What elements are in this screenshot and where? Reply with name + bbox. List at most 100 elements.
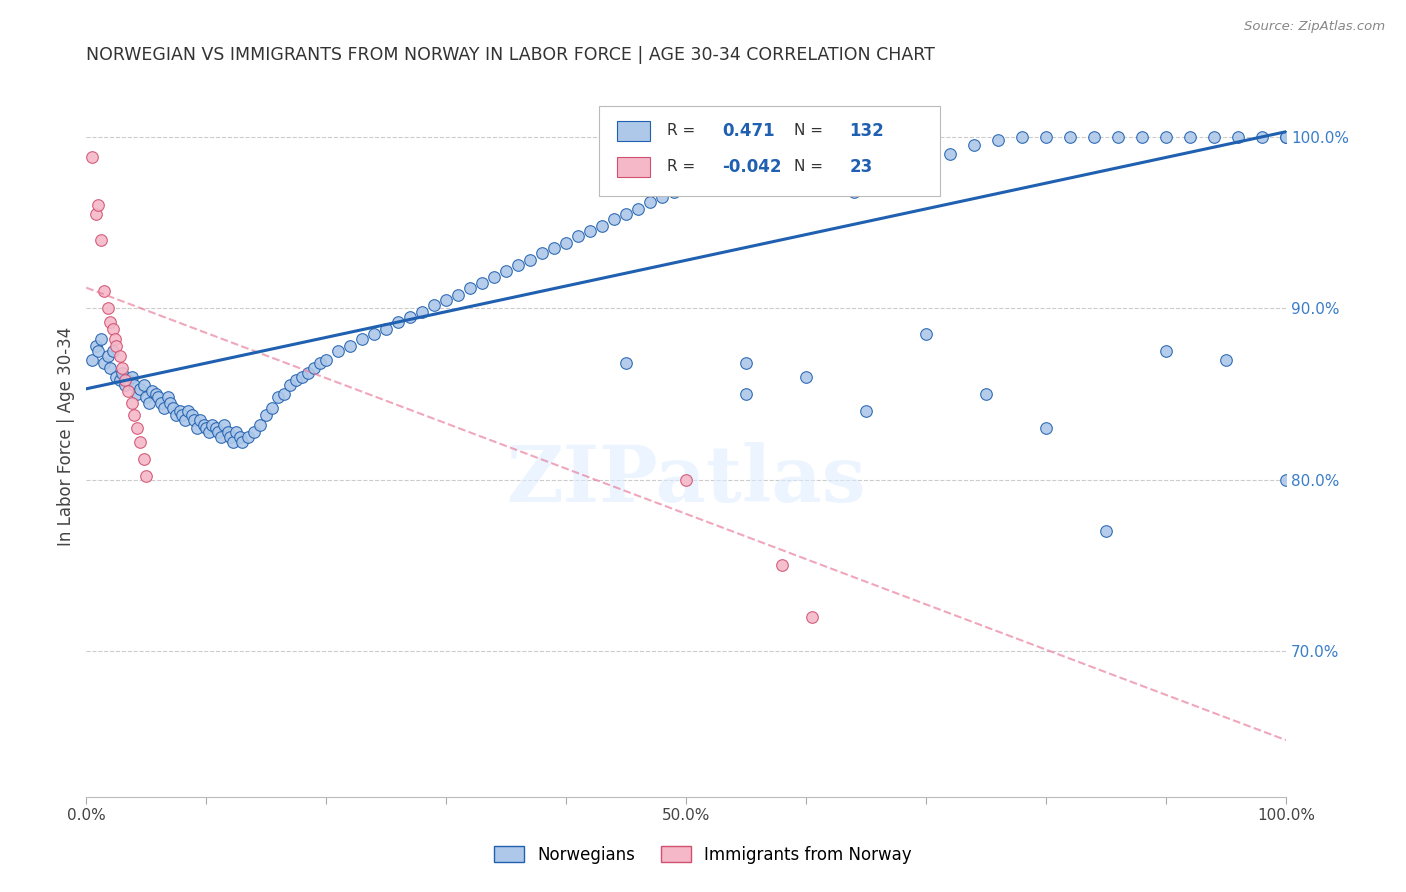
Point xyxy=(108,349,131,363)
Point xyxy=(699,168,721,182)
Point xyxy=(90,233,112,247)
Point xyxy=(794,138,817,153)
Point xyxy=(614,356,637,370)
Point xyxy=(519,253,541,268)
Point xyxy=(273,387,295,401)
FancyBboxPatch shape xyxy=(599,105,941,195)
Text: N =: N = xyxy=(794,160,823,174)
Point xyxy=(434,293,457,307)
Point xyxy=(423,298,446,312)
Point xyxy=(278,378,301,392)
Text: 23: 23 xyxy=(849,158,873,176)
Point xyxy=(111,367,134,381)
Point xyxy=(183,412,205,426)
Point xyxy=(1011,129,1033,144)
Point xyxy=(363,326,385,341)
Point xyxy=(209,430,232,444)
Point xyxy=(387,315,409,329)
Point xyxy=(801,609,824,624)
Point xyxy=(447,287,470,301)
Point xyxy=(579,224,602,238)
Point xyxy=(229,430,252,444)
Point xyxy=(111,361,134,376)
Point xyxy=(172,408,194,422)
Point xyxy=(243,425,266,439)
Point xyxy=(974,387,997,401)
Point xyxy=(627,202,650,216)
Point xyxy=(1154,129,1177,144)
Point xyxy=(309,356,332,370)
Point xyxy=(315,352,337,367)
Point xyxy=(97,301,120,316)
Point xyxy=(153,401,176,415)
Point xyxy=(267,390,290,404)
Point xyxy=(132,378,155,392)
Point xyxy=(201,417,224,432)
Point xyxy=(221,434,243,449)
Text: Source: ZipAtlas.com: Source: ZipAtlas.com xyxy=(1244,20,1385,33)
Point xyxy=(105,339,128,353)
Point xyxy=(207,425,229,439)
Text: R =: R = xyxy=(666,123,695,138)
Point xyxy=(87,344,110,359)
Point xyxy=(193,417,215,432)
Point xyxy=(495,263,517,277)
Point xyxy=(254,408,277,422)
FancyBboxPatch shape xyxy=(617,120,650,141)
Point xyxy=(1178,129,1201,144)
Point xyxy=(591,219,613,233)
Point xyxy=(101,322,124,336)
Point xyxy=(121,369,143,384)
Point xyxy=(104,332,127,346)
Point xyxy=(1130,129,1153,144)
Point xyxy=(1275,473,1298,487)
Point xyxy=(987,133,1010,147)
Point xyxy=(249,417,271,432)
Point xyxy=(675,473,697,487)
Point xyxy=(121,395,143,409)
Point xyxy=(84,339,107,353)
Point xyxy=(1083,129,1105,144)
Point xyxy=(114,378,136,392)
Point xyxy=(117,384,139,398)
Point xyxy=(638,194,661,209)
Point xyxy=(411,304,433,318)
Point xyxy=(124,378,146,392)
Point xyxy=(188,412,211,426)
Point xyxy=(212,417,235,432)
Point xyxy=(90,332,112,346)
Point xyxy=(1215,352,1237,367)
Y-axis label: In Labor Force | Age 30-34: In Labor Force | Age 30-34 xyxy=(58,327,75,547)
Point xyxy=(868,168,890,182)
Point xyxy=(399,310,422,324)
Point xyxy=(482,270,505,285)
Point xyxy=(842,185,865,199)
Point xyxy=(1107,129,1129,144)
Point xyxy=(129,434,152,449)
Point xyxy=(124,408,146,422)
Point xyxy=(87,198,110,212)
Point xyxy=(132,452,155,467)
Point xyxy=(291,369,314,384)
Point xyxy=(186,421,208,435)
Point xyxy=(105,369,128,384)
Point xyxy=(108,373,131,387)
Point xyxy=(145,387,167,401)
Point xyxy=(135,469,157,483)
Point xyxy=(339,339,361,353)
Point xyxy=(735,387,758,401)
Point xyxy=(508,259,530,273)
Point xyxy=(141,384,163,398)
Point xyxy=(297,367,319,381)
Point xyxy=(162,401,184,415)
Point xyxy=(165,408,187,422)
Point xyxy=(891,161,914,175)
Point xyxy=(675,178,697,192)
Point xyxy=(458,281,481,295)
Point xyxy=(651,190,673,204)
Point xyxy=(197,425,219,439)
Text: N =: N = xyxy=(794,123,823,138)
Text: ZIPatlas: ZIPatlas xyxy=(506,442,866,518)
Point xyxy=(135,390,157,404)
Point xyxy=(129,382,152,396)
